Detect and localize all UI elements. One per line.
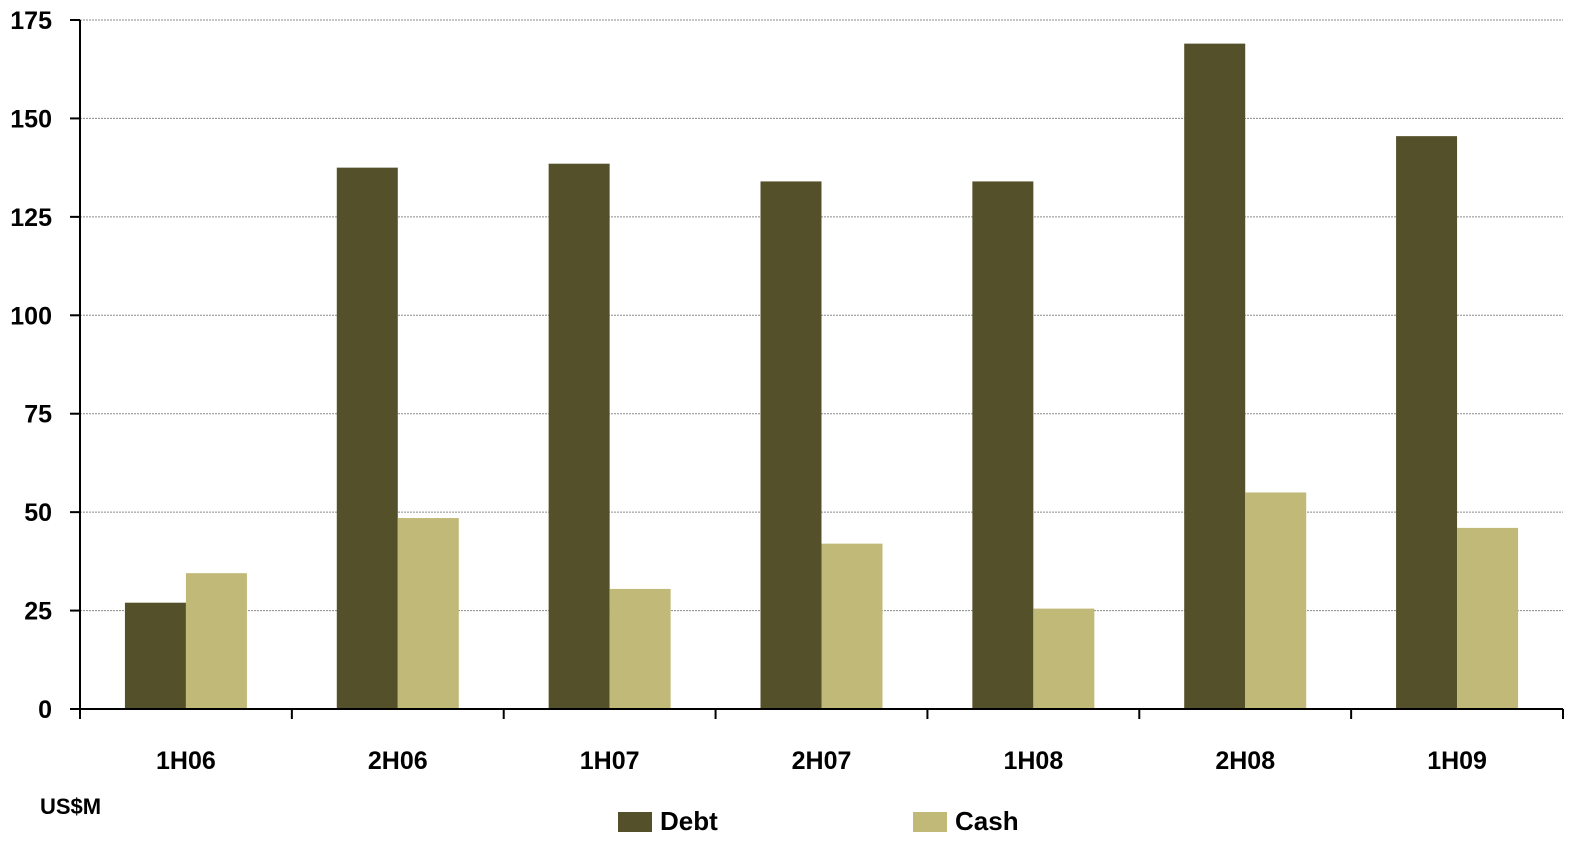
bar-cash-2h08 xyxy=(1245,492,1307,709)
x-tick-label: 2H08 xyxy=(1215,747,1275,775)
legend: Debt Cash xyxy=(0,806,1593,846)
y-tick-label: 50 xyxy=(24,499,52,527)
x-tick-label: 2H07 xyxy=(792,747,852,775)
y-tick-label: 125 xyxy=(10,204,52,232)
bar-debt-1h06 xyxy=(124,602,186,709)
y-tick-label: 100 xyxy=(10,302,52,330)
bar-debt-1h08 xyxy=(972,181,1034,709)
bar-cash-2h06 xyxy=(397,518,459,709)
y-tick-label: 75 xyxy=(24,401,52,429)
legend-swatch-debt xyxy=(618,811,652,832)
legend-label-debt: Debt xyxy=(660,806,718,836)
bar-debt-2h07 xyxy=(760,181,822,709)
y-tick-label: 175 xyxy=(10,7,52,35)
legend-item-debt: Debt xyxy=(618,806,718,837)
bar-cash-2h07 xyxy=(821,543,883,709)
legend-swatch-cash xyxy=(913,811,947,832)
x-tick-label: 1H09 xyxy=(1427,747,1487,775)
bar-chart: 0 25 50 75 100 125 150 175 1H06 2H06 1H07 2H07 1H08… xyxy=(10,7,1564,775)
y-tick-label: 25 xyxy=(24,598,52,626)
y-tick-label: 150 xyxy=(10,105,52,133)
legend-item-cash: Cash xyxy=(913,806,1019,837)
y-tick-label: 0 xyxy=(38,696,52,724)
axes xyxy=(70,19,1564,719)
x-tick-label: 1H07 xyxy=(580,747,640,775)
bar-debt-2h06 xyxy=(336,167,398,710)
bar-cash-1h06 xyxy=(185,573,247,709)
legend-label-cash: Cash xyxy=(955,806,1019,836)
bar-cash-1h07 xyxy=(609,588,671,709)
bars xyxy=(124,43,1519,710)
bar-cash-1h08 xyxy=(1033,608,1095,709)
x-tick-label: 1H08 xyxy=(1003,747,1063,775)
bar-debt-1h09 xyxy=(1396,136,1458,709)
bar-debt-2h08 xyxy=(1184,43,1246,709)
bar-cash-1h09 xyxy=(1457,527,1519,709)
y-tick-labels: 0 25 50 75 100 125 150 175 xyxy=(10,7,52,724)
y-axis-unit-label: US$M xyxy=(40,794,102,819)
bar-debt-1h07 xyxy=(548,163,610,710)
x-tick-labels: 1H06 2H06 1H07 2H07 1H08 2H08 1H09 xyxy=(156,747,1487,775)
x-tick-label: 2H06 xyxy=(368,747,428,775)
x-tick-label: 1H06 xyxy=(156,747,216,775)
